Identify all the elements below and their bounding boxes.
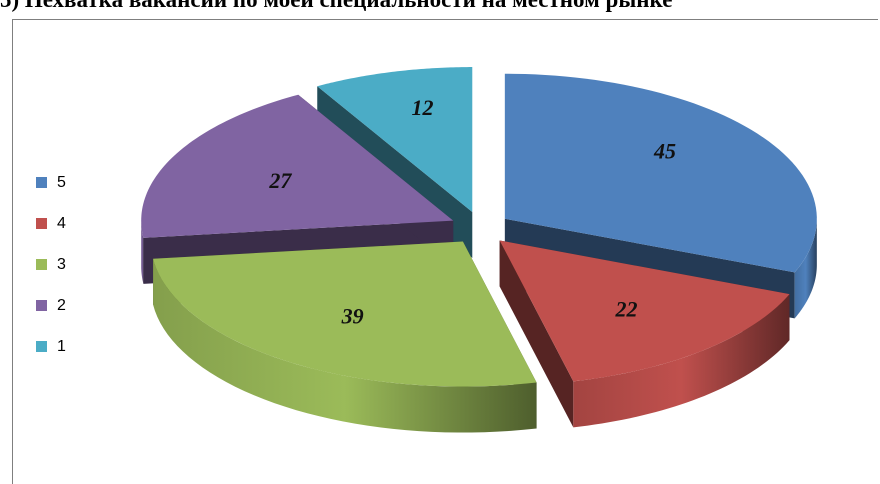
slice-top-4	[499, 240, 790, 382]
legend-item-1: 1	[36, 326, 96, 367]
legend-swatch-1	[36, 341, 47, 352]
slice-wall-4-1	[499, 240, 574, 428]
data-label-4: 22	[614, 296, 637, 321]
data-label-3: 39	[341, 303, 364, 328]
slice-side-2-0	[141, 220, 144, 284]
legend-item-4: 4	[36, 203, 96, 244]
slice-top-2	[141, 94, 454, 238]
slice-top-3	[153, 241, 537, 387]
legend: 5 4 3 2 1	[36, 162, 96, 367]
data-label-2: 27	[268, 168, 292, 193]
legend-label-1: 1	[57, 337, 66, 355]
slice-side-5-0	[794, 218, 817, 319]
chart-frame	[12, 19, 878, 484]
slice-top-1	[317, 67, 473, 213]
legend-swatch-3	[36, 259, 47, 270]
slice-top-5	[504, 73, 817, 273]
legend-item-2: 2	[36, 285, 96, 326]
data-label-5: 45	[653, 138, 676, 163]
slice-side-4-0	[573, 294, 790, 428]
chart-title: 5) Нехватка вакансий по моей специальнос…	[0, 0, 880, 13]
data-label-1: 12	[412, 95, 434, 120]
legend-swatch-5	[36, 177, 47, 188]
legend-label-2: 2	[57, 296, 66, 314]
legend-label-3: 3	[57, 255, 66, 273]
slice-side-3-0	[153, 258, 537, 433]
legend-item-5: 5	[36, 162, 96, 203]
legend-label-4: 4	[57, 214, 66, 232]
legend-label-5: 5	[57, 173, 66, 191]
legend-swatch-4	[36, 218, 47, 229]
legend-swatch-2	[36, 300, 47, 311]
legend-item-3: 3	[36, 244, 96, 285]
